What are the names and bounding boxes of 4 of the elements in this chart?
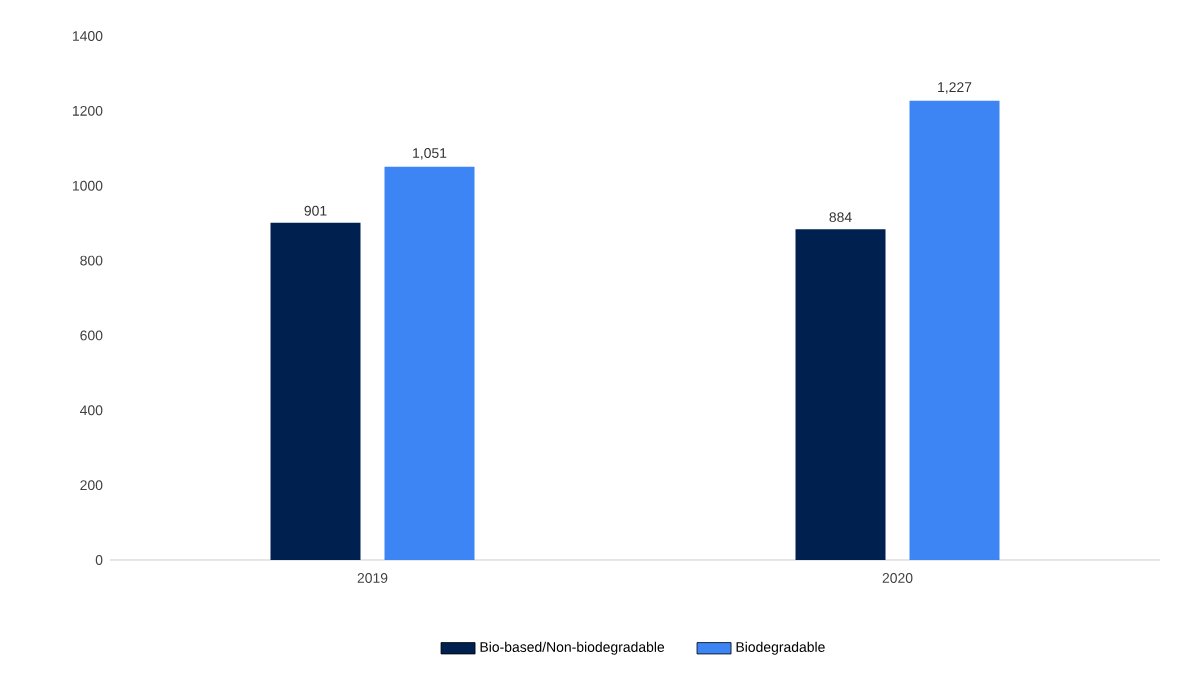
- bar: [795, 229, 886, 560]
- bar: [270, 222, 361, 560]
- bar: [384, 166, 475, 560]
- bar: [909, 100, 1000, 560]
